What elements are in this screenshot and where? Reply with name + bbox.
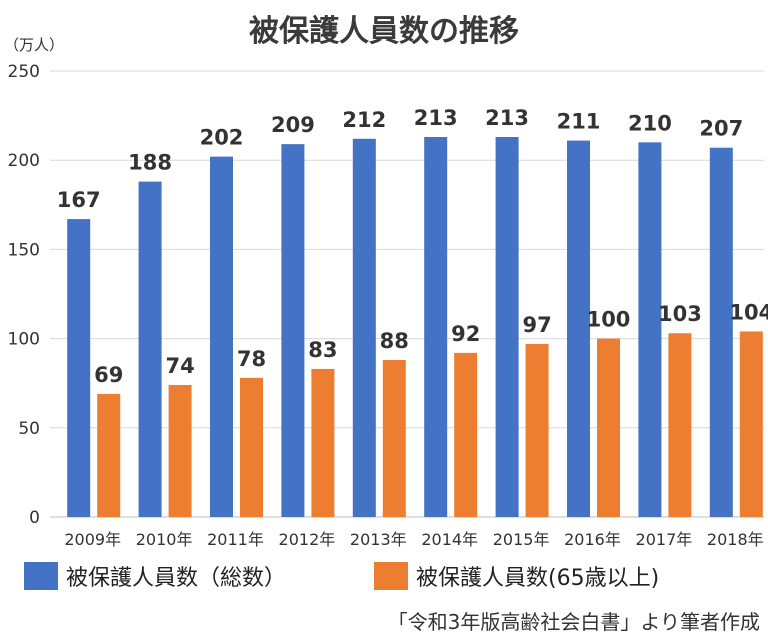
source-note: 「令和3年版高齢社会白書」より筆者作成 xyxy=(387,610,760,634)
data-label-total: 167 xyxy=(57,188,101,212)
bar-total xyxy=(67,219,91,517)
y-tick-label: 0 xyxy=(29,508,40,528)
data-label-65-plus: 74 xyxy=(165,354,194,378)
bar-total xyxy=(638,142,662,518)
legend-swatch-65-plus xyxy=(374,562,408,590)
data-label-65-plus: 92 xyxy=(451,322,480,346)
data-label-total: 207 xyxy=(699,117,743,141)
x-tick-label: 2014年 xyxy=(421,530,478,549)
bar-65-plus xyxy=(739,331,763,517)
bar-total xyxy=(495,137,519,517)
x-tick-label: 2015年 xyxy=(493,530,550,549)
x-tick-label: 2018年 xyxy=(707,530,764,549)
data-label-65-plus: 78 xyxy=(237,347,266,371)
bar-total xyxy=(567,140,590,518)
bar-total xyxy=(138,181,162,517)
data-label-total: 213 xyxy=(414,106,458,130)
data-label-total: 202 xyxy=(200,126,244,150)
bar-65-plus xyxy=(525,343,549,517)
bar-65-plus xyxy=(97,393,121,517)
legend-label-total: 被保護人員数（総数） xyxy=(66,566,287,591)
bar-total xyxy=(424,137,448,517)
bar-65-plus xyxy=(668,333,692,517)
data-label-65-plus: 103 xyxy=(658,302,702,326)
bar-total xyxy=(281,144,305,518)
bar-65-plus xyxy=(454,352,478,517)
chart-legend: 被保護人員数（総数） 被保護人員数(65歳以上) xyxy=(24,560,768,596)
data-label-total: 210 xyxy=(628,111,672,135)
data-label-total: 209 xyxy=(271,113,315,137)
bar-65-plus xyxy=(240,377,263,517)
bar-total xyxy=(352,138,376,518)
y-tick-label: 150 xyxy=(8,240,40,260)
data-label-total: 211 xyxy=(557,110,601,134)
x-tick-label: 2010年 xyxy=(136,530,193,549)
x-tick-label: 2011年 xyxy=(207,530,264,549)
chart-title: 被保護人員数の推移 xyxy=(249,14,519,49)
x-tick-label: 2013年 xyxy=(350,530,407,549)
legend-label-65-plus: 被保護人員数(65歳以上) xyxy=(416,566,660,591)
bar-65-plus xyxy=(382,360,406,517)
data-label-65-plus: 104 xyxy=(729,300,768,324)
y-tick-label: 200 xyxy=(8,151,40,171)
x-tick-label: 2012年 xyxy=(279,530,336,549)
legend-swatch-total xyxy=(24,562,58,590)
y-tick-label: 250 xyxy=(8,62,40,82)
data-label-total: 212 xyxy=(342,108,386,132)
legend-item-total: 被保護人員数（総数） xyxy=(24,560,286,592)
y-tick-label: 100 xyxy=(8,330,40,350)
data-label-total: 188 xyxy=(128,151,172,175)
y-tick-label: 50 xyxy=(18,419,40,439)
bar-65-plus xyxy=(168,384,192,517)
data-label-65-plus: 69 xyxy=(94,363,123,387)
bar-65-plus xyxy=(311,368,335,517)
bar-chart: 0 50 100 150 200 250 167 69 2009年 188 74 2010年 202 78… xyxy=(8,62,768,549)
data-label-65-plus: 97 xyxy=(522,313,551,337)
x-tick-label: 2009年 xyxy=(64,530,121,549)
x-tick-label: 2016年 xyxy=(564,530,621,549)
data-label-65-plus: 88 xyxy=(380,329,409,353)
bar-total xyxy=(210,156,233,517)
bar-total xyxy=(709,147,733,517)
y-axis-unit-label: （万人） xyxy=(4,36,65,54)
bar-65-plus xyxy=(597,338,620,517)
x-tick-label: 2017年 xyxy=(636,530,693,549)
data-label-65-plus: 100 xyxy=(587,308,631,332)
data-label-65-plus: 83 xyxy=(308,338,337,362)
data-label-total: 213 xyxy=(485,106,529,130)
legend-item-65-plus: 被保護人員数(65歳以上) xyxy=(374,560,659,592)
